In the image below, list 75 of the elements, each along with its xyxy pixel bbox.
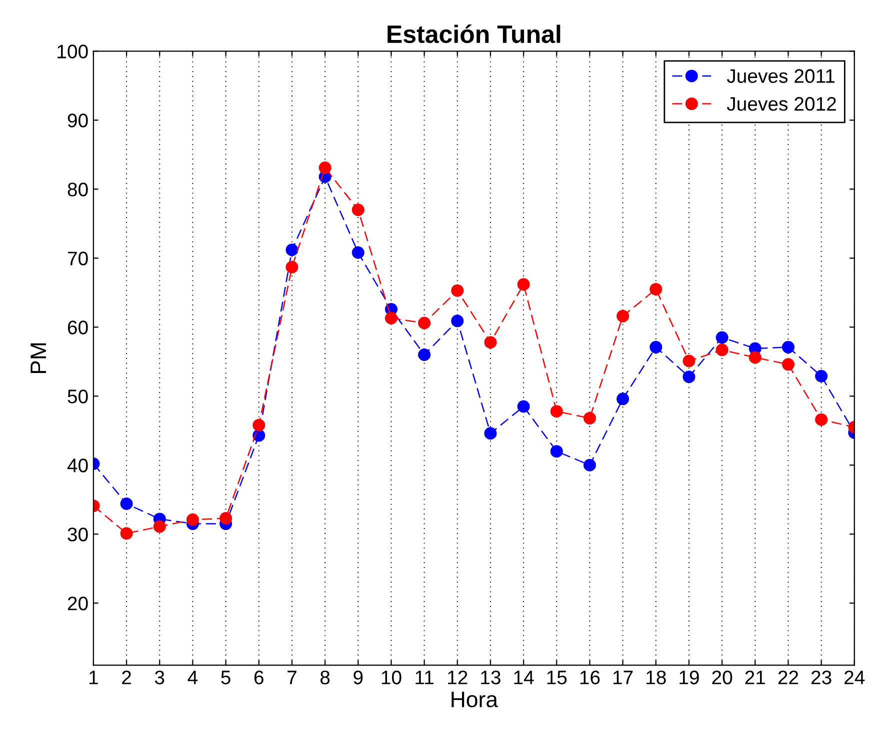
point xyxy=(418,316,431,330)
point xyxy=(451,284,464,297)
y-tick-label: 100 xyxy=(58,44,88,58)
legend-label: Jueves 2011 xyxy=(726,69,835,83)
point xyxy=(616,392,630,406)
point xyxy=(815,413,828,426)
chart-title: Estación Tunal xyxy=(388,24,560,44)
x-tick-label: 8 xyxy=(320,670,330,684)
legend-label: Jueves 2012 xyxy=(726,97,836,111)
x-tick-label: 13 xyxy=(481,670,500,684)
point xyxy=(682,354,696,368)
x-tick-label: 1 xyxy=(90,670,98,684)
point xyxy=(186,513,199,526)
point xyxy=(418,348,431,361)
x-tick-label: 23 xyxy=(811,670,832,684)
point xyxy=(220,512,232,525)
x-tick-label: 22 xyxy=(778,670,798,684)
point xyxy=(484,427,497,440)
x-tick-label: 5 xyxy=(221,670,230,684)
x-tick-label: 15 xyxy=(547,670,567,684)
x-tick-label: 16 xyxy=(580,670,600,684)
y-tick-label: 80 xyxy=(68,182,88,196)
point xyxy=(318,162,332,174)
y-tick-label: 50 xyxy=(68,390,88,404)
x-tick-label: 17 xyxy=(613,670,633,684)
point xyxy=(352,204,364,216)
x-tick-label: 4 xyxy=(188,670,198,684)
point xyxy=(352,246,364,259)
point xyxy=(252,418,266,432)
point xyxy=(650,282,662,296)
x-tick-label: 19 xyxy=(680,670,699,684)
point xyxy=(550,445,563,458)
point xyxy=(286,244,298,256)
point xyxy=(583,412,596,424)
y-tick-label: 30 xyxy=(68,528,88,542)
point xyxy=(650,340,662,354)
x-tick-label: 18 xyxy=(646,670,666,684)
x-tick-label: 7 xyxy=(288,670,296,684)
point xyxy=(517,400,530,413)
x-tick-label: 11 xyxy=(416,670,434,684)
y-tick-label: 60 xyxy=(68,320,88,334)
x-tick-label: 14 xyxy=(514,670,534,684)
y-tick-label: 90 xyxy=(68,114,88,128)
point xyxy=(748,351,762,364)
x-tick-label: 12 xyxy=(448,670,468,684)
x-tick-label: 9 xyxy=(354,670,363,684)
point xyxy=(682,370,696,384)
x-tick-label: 21 xyxy=(745,670,766,684)
point xyxy=(153,520,166,533)
x-tick-label: 2 xyxy=(122,670,131,684)
point xyxy=(120,498,133,510)
point xyxy=(716,344,728,356)
point xyxy=(583,458,596,472)
point xyxy=(716,331,728,344)
y-tick-label: 40 xyxy=(67,458,88,472)
x-tick-label: 10 xyxy=(382,670,402,684)
point xyxy=(286,260,298,274)
point xyxy=(120,527,133,540)
y-axis-title: PM xyxy=(30,343,46,374)
point xyxy=(550,405,563,418)
y-tick-label: 20 xyxy=(68,596,88,610)
point xyxy=(517,278,530,291)
point xyxy=(815,370,828,382)
point xyxy=(616,310,630,322)
point xyxy=(451,314,464,328)
point xyxy=(782,358,794,371)
y-tick-label: 70 xyxy=(68,252,88,266)
x-axis-title: Hora xyxy=(452,692,498,708)
x-tick-label: 3 xyxy=(154,670,164,684)
x-tick-label: 24 xyxy=(844,670,865,684)
point xyxy=(384,312,398,324)
point xyxy=(782,340,794,354)
point xyxy=(484,336,497,349)
x-tick-label: 6 xyxy=(254,670,264,684)
x-tick-label: 20 xyxy=(712,670,732,684)
